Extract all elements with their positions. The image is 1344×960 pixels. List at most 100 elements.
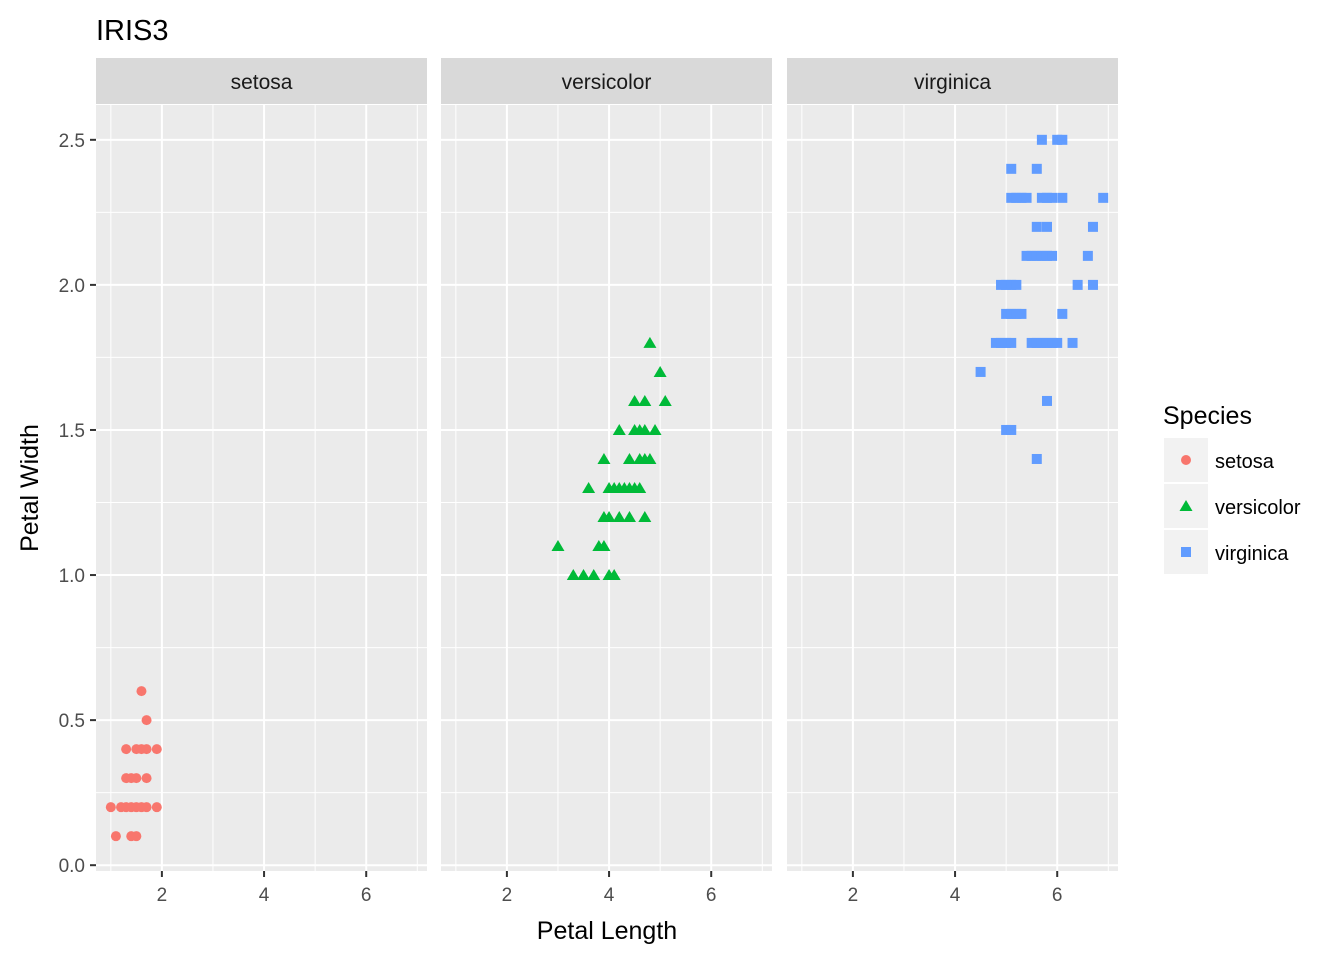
data-point-versicolor bbox=[633, 482, 647, 493]
data-point-virginica bbox=[1057, 308, 1068, 319]
data-point-virginica bbox=[1036, 250, 1047, 261]
data-point-versicolor bbox=[638, 394, 652, 406]
legend-item-versicolor: versicolor bbox=[1164, 484, 1301, 528]
data-point-virginica bbox=[1006, 163, 1017, 174]
data-point-virginica bbox=[1041, 337, 1052, 348]
data-point-virginica bbox=[1047, 250, 1058, 261]
data-point-versicolor bbox=[653, 365, 667, 377]
data-point-versicolor bbox=[622, 452, 636, 464]
data-point-virginica bbox=[1036, 192, 1047, 203]
data-point-virginica bbox=[1006, 308, 1017, 319]
x-tick-label: 2 bbox=[157, 885, 168, 906]
data-point-virginica bbox=[1006, 192, 1017, 203]
data-point-virginica bbox=[1031, 163, 1042, 174]
data-point-virginica bbox=[1087, 221, 1098, 232]
legend-label: setosa bbox=[1215, 451, 1275, 473]
data-point-versicolor bbox=[658, 394, 672, 406]
data-point-virginica bbox=[1041, 192, 1052, 203]
square-icon bbox=[1181, 547, 1191, 557]
data-point-setosa bbox=[110, 831, 121, 842]
data-point-versicolor bbox=[597, 540, 611, 552]
data-point-virginica bbox=[1052, 134, 1063, 145]
x-axis-title: Petal Length bbox=[537, 917, 677, 945]
data-point-versicolor bbox=[622, 511, 636, 523]
data-point-virginica bbox=[1021, 250, 1032, 261]
data-point-virginica bbox=[1041, 250, 1052, 261]
data-point-virginica bbox=[1067, 337, 1078, 348]
data-point-virginica bbox=[1001, 308, 1012, 319]
data-point-versicolor bbox=[582, 482, 596, 493]
data-point-virginica bbox=[990, 337, 1001, 348]
data-point-setosa bbox=[141, 744, 152, 755]
data-point-versicolor bbox=[612, 511, 626, 523]
y-tick-label: 2.5 bbox=[59, 131, 85, 152]
data-point-virginica bbox=[1098, 192, 1109, 203]
y-tick-label: 1.0 bbox=[59, 566, 85, 587]
data-point-versicolor bbox=[643, 452, 657, 464]
data-point-virginica bbox=[1006, 279, 1017, 290]
data-point-virginica bbox=[1057, 192, 1068, 203]
x-tick-label: 2 bbox=[848, 885, 859, 906]
facet-strip bbox=[787, 58, 1118, 104]
y-tick-label: 2.0 bbox=[59, 276, 85, 297]
panel-versicolor: versicolor 2 4 6 bbox=[441, 58, 772, 906]
data-point-virginica bbox=[1052, 337, 1063, 348]
data-point-virginica bbox=[1057, 134, 1068, 145]
data-point-virginica bbox=[1016, 192, 1027, 203]
data-point-virginica bbox=[1041, 395, 1052, 406]
data-point-versicolor bbox=[628, 394, 642, 406]
x-tick-label: 4 bbox=[604, 885, 615, 906]
data-point-versicolor bbox=[648, 423, 662, 435]
data-point-virginica bbox=[1026, 337, 1037, 348]
x-tick-label: 6 bbox=[361, 885, 372, 906]
data-point-virginica bbox=[1031, 250, 1042, 261]
data-point-setosa bbox=[105, 802, 116, 813]
x-tick-label: 6 bbox=[1052, 885, 1063, 906]
data-point-versicolor bbox=[577, 569, 591, 581]
chart-title: IRIS3 bbox=[96, 15, 169, 47]
data-point-virginica bbox=[1006, 424, 1017, 435]
y-tick-label: 1.5 bbox=[59, 421, 85, 442]
triangle-icon bbox=[1179, 500, 1193, 511]
data-point-versicolor bbox=[597, 452, 611, 464]
facet-strip-label: setosa bbox=[231, 71, 293, 94]
data-point-setosa bbox=[151, 802, 162, 813]
data-point-virginica bbox=[1082, 250, 1093, 261]
data-point-versicolor bbox=[612, 423, 626, 435]
legend: Species setosa versicolor virginica bbox=[1163, 402, 1301, 574]
facet-panels: setosa 2 4 6 versicolor 2 4 6 virginica 2 4 6 bbox=[96, 58, 1118, 906]
legend-label: virginica bbox=[1215, 543, 1289, 565]
data-point-setosa bbox=[141, 773, 152, 784]
data-point-virginica bbox=[1001, 424, 1012, 435]
legend-item-virginica: virginica bbox=[1164, 530, 1289, 574]
panel-background bbox=[96, 105, 427, 871]
data-point-virginica bbox=[1031, 221, 1042, 232]
data-point-virginica bbox=[1001, 337, 1012, 348]
data-point-setosa bbox=[131, 831, 142, 842]
data-point-virginica bbox=[1011, 308, 1022, 319]
data-point-setosa bbox=[121, 744, 132, 755]
data-point-virginica bbox=[1006, 337, 1017, 348]
data-point-versicolor bbox=[602, 511, 616, 523]
data-point-virginica bbox=[1001, 279, 1012, 290]
data-point-virginica bbox=[1087, 279, 1098, 290]
x-tick-label: 6 bbox=[706, 885, 717, 906]
data-point-setosa bbox=[131, 773, 142, 784]
facet-strip bbox=[96, 58, 427, 104]
data-point-versicolor bbox=[638, 511, 652, 523]
data-point-virginica bbox=[1011, 279, 1022, 290]
data-point-setosa bbox=[141, 715, 152, 726]
facet-strip-label: virginica bbox=[914, 71, 991, 94]
data-point-virginica bbox=[1036, 134, 1047, 145]
data-point-versicolor bbox=[551, 540, 565, 552]
data-point-virginica bbox=[996, 279, 1007, 290]
y-tick-label: 0.0 bbox=[59, 856, 85, 877]
data-point-setosa bbox=[141, 802, 152, 813]
x-tick-label: 4 bbox=[950, 885, 961, 906]
panel-virginica: virginica 2 4 6 bbox=[787, 58, 1118, 906]
data-point-setosa bbox=[136, 686, 147, 697]
data-point-virginica bbox=[975, 366, 986, 377]
legend-label: versicolor bbox=[1215, 497, 1301, 519]
x-tick-label: 4 bbox=[259, 885, 270, 906]
